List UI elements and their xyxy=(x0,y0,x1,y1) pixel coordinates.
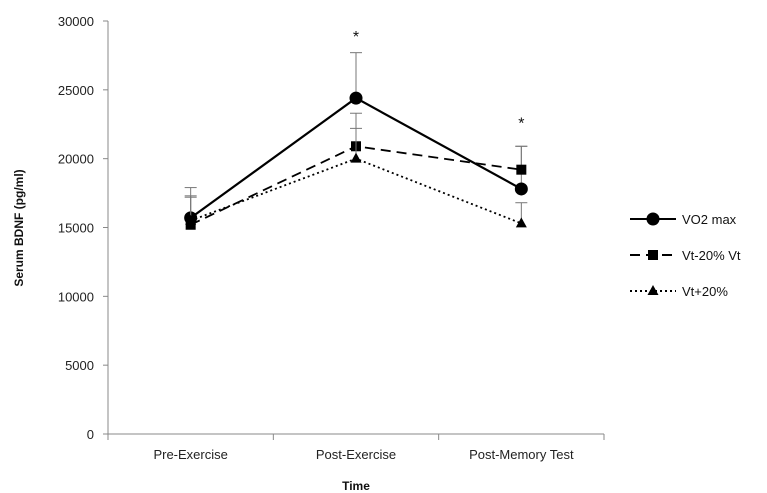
legend-label: VO2 max xyxy=(682,212,737,227)
x-tick-labels: Pre-Exercise Post-Exercise Post-Memory Tes… xyxy=(107,434,605,462)
annotations: ** xyxy=(353,29,525,133)
y-tick-label: 20000 xyxy=(58,152,94,167)
significance-annotation: * xyxy=(518,116,524,133)
y-tick-label: 0 xyxy=(87,427,94,442)
x-tick-label: Pre-Exercise xyxy=(153,447,227,462)
y-axis-title: Serum BDNF (pg/ml) xyxy=(12,169,26,286)
marker-triangle xyxy=(350,152,362,163)
series-3 xyxy=(184,127,528,228)
legend-entry: VO2 max xyxy=(630,212,737,227)
y-tick-label: 5000 xyxy=(65,358,94,373)
marker-square xyxy=(516,164,527,175)
x-tick-label: Post-Exercise xyxy=(316,447,396,462)
y-tick-label: 25000 xyxy=(58,83,94,98)
marker-triangle xyxy=(515,217,527,228)
y-tick-labels: 0 5000 10000 15000 20000 25000 30000 xyxy=(58,14,108,442)
legend-entry: Vt-20% Vt xyxy=(630,248,741,263)
marker-triangle xyxy=(185,214,197,225)
marker-square xyxy=(648,250,658,260)
x-axis-title: Time xyxy=(342,479,370,493)
marker-circle xyxy=(646,212,660,226)
y-tick-label: 30000 xyxy=(58,14,94,29)
x-tick-label: Post-Memory Test xyxy=(469,447,574,462)
legend-entry: Vt+20% xyxy=(630,284,728,299)
y-tick-label: 15000 xyxy=(58,221,94,236)
marker-circle xyxy=(349,91,363,105)
series-line xyxy=(190,157,522,225)
y-tick-label: 10000 xyxy=(58,289,94,304)
legend: VO2 max Vt-20% Vt Vt+20% xyxy=(630,212,741,299)
marker-circle xyxy=(514,182,528,196)
marker-square xyxy=(185,219,196,230)
marker-triangle xyxy=(647,285,659,295)
legend-label: Vt+20% xyxy=(682,284,728,299)
series-layer xyxy=(184,52,528,230)
significance-annotation: * xyxy=(353,29,359,46)
legend-label: Vt-20% Vt xyxy=(682,248,741,263)
